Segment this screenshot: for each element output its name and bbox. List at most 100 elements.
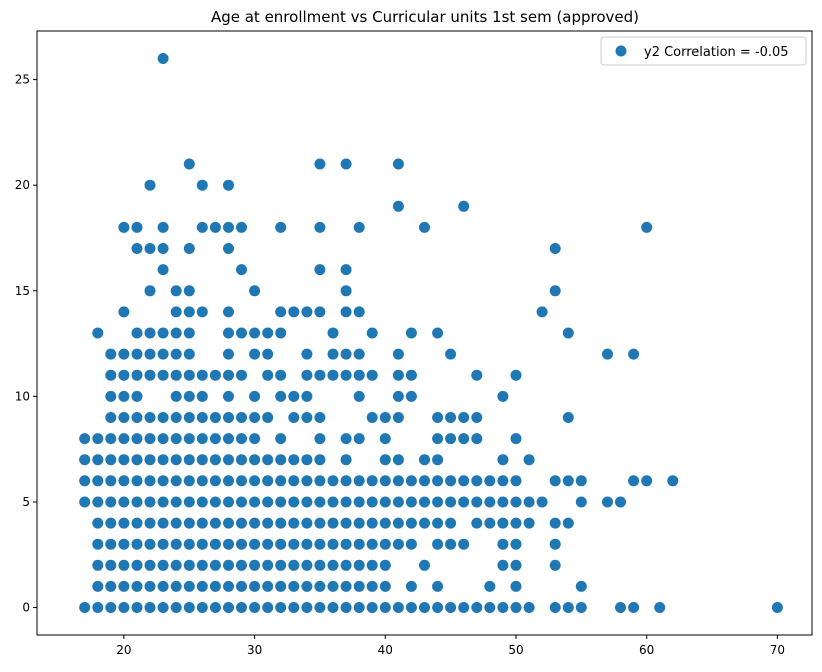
scatter-point <box>249 285 261 297</box>
scatter-point <box>170 517 182 529</box>
scatter-point <box>445 348 457 360</box>
scatter-point <box>301 348 313 360</box>
scatter-point <box>144 559 156 571</box>
scatter-point <box>510 538 522 550</box>
scatter-point <box>419 221 430 233</box>
scatter-point <box>275 327 287 339</box>
scatter-point <box>549 559 561 571</box>
scatter-point <box>301 475 313 487</box>
scatter-point <box>183 559 195 571</box>
scatter-point <box>131 327 143 339</box>
scatter-point <box>131 559 143 571</box>
scatter-point <box>209 517 221 529</box>
scatter-point <box>523 454 535 466</box>
scatter-point <box>249 580 261 592</box>
scatter-point <box>262 369 274 381</box>
scatter-point <box>209 433 221 445</box>
scatter-point <box>223 348 234 360</box>
scatter-point <box>157 243 169 254</box>
scatter-point <box>144 348 156 360</box>
scatter-point <box>118 433 130 445</box>
scatter-point <box>170 327 182 339</box>
scatter-point <box>392 412 404 423</box>
scatter-point <box>471 602 483 613</box>
scatter-point <box>497 475 509 487</box>
scatter-point <box>92 327 104 339</box>
legend-box <box>600 36 807 66</box>
scatter-point <box>445 517 457 529</box>
scatter-point <box>249 327 261 339</box>
scatter-point <box>157 264 169 276</box>
scatter-point <box>471 517 483 529</box>
scatter-point <box>209 369 221 381</box>
scatter-point <box>575 475 587 487</box>
scatter-point <box>105 475 117 487</box>
scatter-point <box>379 602 391 613</box>
scatter-point <box>183 454 195 466</box>
scatter-point <box>628 348 640 360</box>
scatter-point <box>92 580 104 592</box>
scatter-point <box>196 496 208 508</box>
scatter-point <box>471 496 483 508</box>
scatter-point <box>432 538 444 550</box>
scatter-point <box>236 264 247 276</box>
scatter-point <box>105 412 117 423</box>
scatter-point <box>314 412 326 423</box>
y-tick-label: 10 <box>15 389 30 403</box>
scatter-point <box>366 538 378 550</box>
scatter-point <box>301 602 313 613</box>
scatter-point <box>432 475 444 487</box>
scatter-point <box>209 559 221 571</box>
scatter-point <box>275 602 287 613</box>
scatter-point <box>236 369 247 381</box>
legend-marker <box>615 45 627 57</box>
scatter-point <box>353 538 365 550</box>
scatter-point <box>157 369 169 381</box>
scatter-point <box>288 580 300 592</box>
scatter-point <box>314 496 326 508</box>
scatter-point <box>549 285 561 297</box>
scatter-point <box>170 454 182 466</box>
scatter-point <box>196 559 208 571</box>
scatter-point <box>118 559 130 571</box>
scatter-point <box>327 369 339 381</box>
scatter-point <box>275 517 287 529</box>
scatter-point <box>327 602 339 613</box>
scatter-point <box>340 475 352 487</box>
scatter-point <box>209 602 221 613</box>
scatter-point <box>92 475 104 487</box>
scatter-point <box>419 517 430 529</box>
scatter-point <box>118 517 130 529</box>
scatter-point <box>353 369 365 381</box>
scatter-point <box>131 390 143 402</box>
scatter-point <box>392 538 404 550</box>
scatter-point <box>170 369 182 381</box>
scatter-point <box>183 369 195 381</box>
scatter-point <box>249 496 261 508</box>
scatter-point <box>157 327 169 339</box>
scatter-point <box>575 580 587 592</box>
scatter-point <box>458 496 470 508</box>
scatter-point <box>314 475 326 487</box>
scatter-point <box>379 517 391 529</box>
scatter-point <box>288 538 300 550</box>
scatter-point <box>144 243 156 254</box>
scatter-point <box>432 580 444 592</box>
scatter-point <box>196 517 208 529</box>
scatter-point <box>249 602 261 613</box>
scatter-point <box>497 390 509 402</box>
plot-area-frame <box>36 30 813 636</box>
scatter-point <box>249 433 261 445</box>
scatter-point <box>366 475 378 487</box>
scatter-point <box>458 412 470 423</box>
scatter-point <box>314 369 326 381</box>
y-tick-label: 15 <box>15 284 30 298</box>
x-tick-label: 30 <box>247 643 262 657</box>
scatter-point <box>262 602 274 613</box>
scatter-point <box>183 243 195 254</box>
scatter-point <box>353 559 365 571</box>
legend: y2 Correlation = -0.05 <box>600 36 807 66</box>
scatter-point <box>275 390 287 402</box>
scatter-point <box>314 433 326 445</box>
